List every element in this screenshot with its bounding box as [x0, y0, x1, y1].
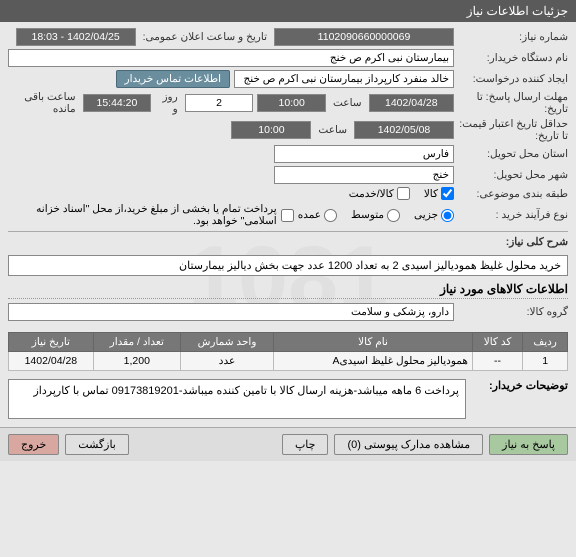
th-date: تاریخ نیاز	[9, 333, 94, 352]
th-code: کد کالا	[472, 333, 522, 352]
footer-bar: پاسخ به نیاز مشاهده مدارک پیوستی (0) چاپ…	[0, 427, 576, 461]
page-title: جزئیات اطلاعات نیاز	[467, 4, 568, 18]
opt-moto[interactable]: متوسط	[351, 209, 400, 222]
announce-label: تاریخ و ساعت اعلان عمومی:	[140, 31, 270, 43]
opt-omde[interactable]: عمده	[298, 209, 337, 222]
td-unit: عدد	[180, 352, 273, 371]
opt-jozi[interactable]: جزیی	[414, 209, 454, 222]
buyer-note-label: توضیحات خریدار:	[466, 375, 576, 392]
cat-khadamat-option[interactable]: کالا/خدمت	[349, 187, 410, 200]
print-button[interactable]: چاپ	[282, 434, 329, 455]
deadline-time-field: 10:00	[257, 94, 326, 112]
province-field: فارس	[274, 145, 454, 163]
exit-button[interactable]: خروج	[8, 434, 59, 455]
opt-jozi-radio[interactable]	[441, 209, 454, 222]
section2-title: اطلاعات کالاهای مورد نیاز	[8, 282, 568, 299]
province-label: استان محل تحویل:	[458, 148, 568, 160]
cat-khadamat-text: کالا/خدمت	[349, 188, 394, 200]
rooz-label: روز و	[155, 91, 180, 115]
buyer-note-box: پرداخت 6 ماهه میباشد-هزینه ارسال کالا با…	[8, 379, 466, 419]
td-name: همودیالیز محلول غلیظ اسیدیA	[274, 352, 473, 371]
days-field: 2	[185, 94, 254, 112]
buytype-label: نوع فرآیند خرید :	[458, 209, 568, 221]
sharh-label: شرح کلی نیاز:	[458, 236, 568, 248]
respond-button[interactable]: پاسخ به نیاز	[489, 434, 568, 455]
saat-label-2: ساعت	[315, 124, 350, 136]
opt-moto-text: متوسط	[351, 209, 384, 221]
creator-field: خالد منفرد کارپرداز بیمارستان نبی اکرم ص…	[234, 70, 454, 88]
table-row[interactable]: 1 -- همودیالیز محلول غلیظ اسیدیA عدد 1,2…	[9, 352, 568, 371]
need-no-label: شماره نیاز:	[458, 31, 568, 43]
buyer-note-text: پرداخت 6 ماهه میباشد-هزینه ارسال کالا با…	[34, 385, 460, 397]
creator-label: ایجاد کننده درخواست:	[458, 73, 568, 85]
need-no-field: 1102090660000069	[274, 28, 454, 46]
opt-omde-text: عمده	[298, 209, 321, 221]
cat-kala-checkbox[interactable]	[441, 187, 454, 200]
saat-label-1: ساعت	[330, 97, 365, 109]
announce-field: 1402/04/25 - 18:03	[16, 28, 136, 46]
buyer-label: نام دستگاه خریدار:	[458, 52, 568, 64]
pay-note-checkbox[interactable]	[281, 209, 294, 222]
cat-kala-option[interactable]: کالا	[424, 187, 454, 200]
deadline-date-field: 1402/04/28	[369, 94, 454, 112]
contact-buyer-button[interactable]: اطلاعات تماس خریدار	[116, 70, 230, 88]
opt-moto-radio[interactable]	[387, 209, 400, 222]
cat-kala-text: کالا	[424, 188, 438, 200]
td-date: 1402/04/28	[9, 352, 94, 371]
remain-time-field: 15:44:20	[83, 94, 152, 112]
opt-jozi-text: جزیی	[414, 209, 438, 221]
group-label: گروه کالا:	[458, 306, 568, 318]
td-row: 1	[523, 352, 568, 371]
opt-omde-radio[interactable]	[324, 209, 337, 222]
city-label: شهر محل تحویل:	[458, 169, 568, 181]
td-qty: 1,200	[93, 352, 180, 371]
description-box: خرید محلول غلیظ همودیالیز اسیدی 2 به تعد…	[8, 255, 568, 276]
pay-note-text: پرداخت تمام یا بخشی از مبلغ خرید،از محل …	[8, 203, 277, 227]
buyer-field: بیمارستان نبی اکرم ص خنج	[8, 49, 454, 67]
description-text: خرید محلول غلیظ همودیالیز اسیدی 2 به تعد…	[179, 260, 561, 272]
divider	[8, 231, 568, 232]
th-qty: تعداد / مقدار	[93, 333, 180, 352]
remain-label: ساعت باقی مانده	[8, 91, 79, 115]
th-name: نام کالا	[274, 333, 473, 352]
attachments-button[interactable]: مشاهده مدارک پیوستی (0)	[334, 434, 483, 455]
city-field: خنج	[274, 166, 454, 184]
th-unit: واحد شمارش	[180, 333, 273, 352]
cat-label: طبقه بندی موضوعی:	[458, 188, 568, 200]
th-row: ردیف	[523, 333, 568, 352]
group-field: دارو، پزشکی و سلامت	[8, 303, 454, 321]
td-code: --	[472, 352, 522, 371]
table-header-row: ردیف کد کالا نام کالا واحد شمارش تعداد /…	[9, 333, 568, 352]
pay-note-option[interactable]: پرداخت تمام یا بخشی از مبلغ خرید،از محل …	[8, 203, 294, 227]
cat-khadamat-checkbox[interactable]	[397, 187, 410, 200]
valid-label: حداقل تاریخ اعتبار قیمت: تا تاریخ:	[458, 118, 568, 142]
valid-time-field: 10:00	[231, 121, 311, 139]
items-table: ردیف کد کالا نام کالا واحد شمارش تعداد /…	[8, 332, 568, 371]
back-button[interactable]: بازگشت	[65, 434, 129, 455]
deadline-label: مهلت ارسال پاسخ: تا تاریخ:	[458, 91, 568, 115]
valid-date-field: 1402/05/08	[354, 121, 454, 139]
page-header: جزئیات اطلاعات نیاز	[0, 0, 576, 22]
